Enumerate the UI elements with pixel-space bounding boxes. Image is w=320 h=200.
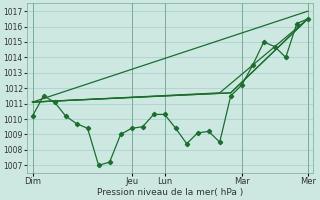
X-axis label: Pression niveau de la mer( hPa ): Pression niveau de la mer( hPa ) [97,188,243,197]
